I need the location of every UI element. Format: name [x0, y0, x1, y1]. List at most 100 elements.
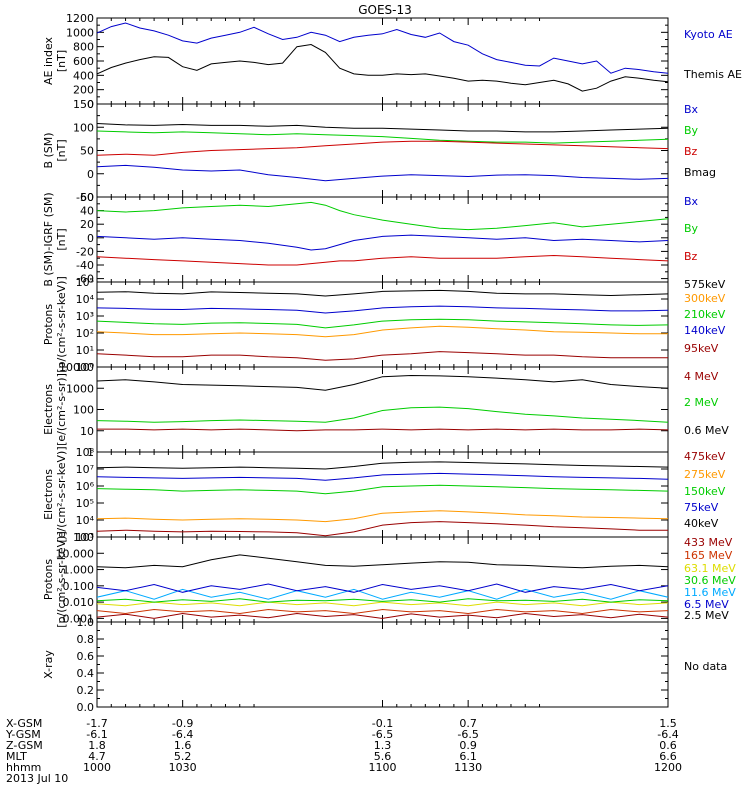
series-line-6-5-mev: [97, 583, 668, 593]
y-tick-label: -20: [76, 245, 94, 258]
series-line-210kev: [97, 318, 668, 329]
y-axis-label: B (SM)-IGRF (SM): [42, 192, 55, 286]
series-line-bx: [97, 164, 668, 182]
y-axis-unit-label: [nT]: [55, 50, 68, 72]
series-line-40kev: [97, 461, 668, 470]
legend-entry: By: [684, 222, 699, 235]
y-tick-label: 10⁶: [76, 480, 95, 493]
legend-entry: 165 MeV: [684, 549, 733, 562]
legend-entry: 140keV: [684, 324, 726, 337]
series-line-kyoto-ae: [97, 22, 668, 74]
legend-entry: 210keV: [684, 308, 726, 321]
y-tick-label: 10⁵: [76, 276, 94, 289]
x-axis-row-value: -0.1: [372, 717, 393, 730]
y-tick-label: 100: [73, 121, 94, 134]
y-tick-label: 800: [73, 41, 94, 54]
y-tick-label: 20: [80, 218, 94, 231]
x-axis-row-value: 1.3: [374, 739, 392, 752]
series-line-150kev: [97, 484, 668, 495]
y-tick-label: 10⁷: [76, 463, 94, 476]
y-tick-label: 400: [73, 69, 94, 82]
x-axis-row-value: -6.5: [457, 728, 478, 741]
y-axis-unit-label: [e/(cm²-s-sr)]: [55, 373, 68, 446]
x-axis-row-value: 1130: [454, 761, 482, 774]
x-axis-row-value: -1.7: [86, 717, 107, 730]
x-axis-table: X-GSM -1.7 -0.9 -0.1 0.7 1.5 Y-GSM -6.1 -6.4 -6.5…: [5, 717, 682, 785]
panel-note: No data: [684, 660, 727, 673]
panel-electrons_kev: 10³ 10⁴ 10⁵ 10⁶ 10⁷ 10⁸ Electrons [e/(cm²-s-sr-…: [42, 446, 726, 544]
y-tick-label: 50: [80, 145, 94, 158]
y-tick-label: 10³: [76, 310, 94, 323]
series-line-165-mev: [97, 608, 668, 615]
x-axis-row-value: 1.8: [88, 739, 106, 752]
series-line-433-mev: [97, 612, 668, 619]
series-line-bmag: [97, 123, 668, 133]
series-line-475kev: [97, 521, 668, 537]
legend-entry: Themis AE: [683, 68, 742, 81]
y-tick-label: 0.6: [77, 650, 95, 663]
panel-frame: [96, 451, 669, 538]
series-line-bz: [97, 254, 668, 266]
y-tick-label: 1200: [66, 12, 94, 25]
y-tick-label: -60: [76, 273, 94, 286]
x-axis-row-value: 0.6: [659, 739, 677, 752]
x-axis-row-label: Y-GSM: [5, 728, 41, 741]
series-line-bz: [97, 140, 668, 156]
x-axis-row-label: Z-GSM: [6, 739, 43, 752]
legend-entry: 433 MeV: [684, 536, 733, 549]
series-line-themis-ae: [97, 43, 668, 92]
legend-entry: 95keV: [684, 342, 719, 355]
legend-entry: Bmag: [684, 166, 716, 179]
legend-entry: 40keV: [684, 517, 719, 530]
legend-entry: 30.6 MeV: [684, 574, 736, 587]
x-axis-row-value: 6.6: [659, 750, 677, 763]
x-axis-row-value: -6.4: [172, 728, 193, 741]
x-axis-row-label: hhmm: [6, 761, 41, 774]
y-axis-unit-label: [nT]: [55, 139, 68, 161]
x-axis-row-value: 1100: [369, 761, 397, 774]
x-axis-row-value: 5.6: [374, 750, 392, 763]
legend-entry: 11.6 MeV: [684, 586, 736, 599]
legend-entry: By: [684, 124, 699, 137]
y-axis-label: Protons: [42, 304, 55, 345]
y-tick-label: 600: [73, 55, 94, 68]
x-axis-row-value: -6.4: [657, 728, 678, 741]
x-axis-date: 2013 Jul 10: [6, 772, 68, 785]
y-tick-label: 0.2: [77, 684, 95, 697]
y-tick-label: 10.000: [56, 547, 95, 560]
legend-entry: Bz: [684, 250, 698, 263]
y-tick-label: 0: [87, 98, 94, 111]
series-line-4-mev: [97, 428, 668, 432]
legend-entry: 6.5 MeV: [684, 598, 729, 611]
y-tick-label: 0.100: [63, 580, 95, 593]
y-tick-label: 0.010: [63, 596, 95, 609]
y-tick-label: 0.8: [77, 633, 95, 646]
legend-entry: Kyoto AE: [684, 28, 733, 41]
chart-title: GOES-13: [358, 3, 412, 17]
series-line-75kev: [97, 472, 668, 481]
y-tick-label: 10⁴: [76, 293, 95, 306]
x-axis-row-value: -6.5: [372, 728, 393, 741]
y-tick-label: 0: [87, 232, 94, 245]
x-axis-row-label: MLT: [6, 750, 27, 763]
series-line-300kev: [97, 325, 668, 338]
y-tick-label: 10: [80, 425, 94, 438]
y-axis-label: Electrons: [42, 469, 55, 520]
x-axis-row-value: 1200: [654, 761, 682, 774]
series-line-2-5-mev: [97, 554, 668, 569]
panel-frame: [96, 621, 669, 708]
series-line-275kev: [97, 510, 668, 523]
panel-protons_hi: 0.001 0.010 0.100 1.000 10.000 100 Protons [p/(…: [42, 531, 736, 628]
y-tick-label: 40: [80, 205, 94, 218]
legend-entry: 275keV: [684, 468, 726, 481]
y-tick-label: 10³: [76, 531, 94, 544]
y-axis-unit-label: [e/(cm²-s-sr-keV)]: [55, 446, 68, 542]
y-tick-label: -50: [76, 191, 94, 204]
y-axis-unit-label: [nT]: [55, 228, 68, 250]
x-axis-row-value: 5.2: [174, 750, 192, 763]
series-line-2-mev: [97, 406, 668, 423]
y-axis-label: Protons: [42, 559, 55, 600]
